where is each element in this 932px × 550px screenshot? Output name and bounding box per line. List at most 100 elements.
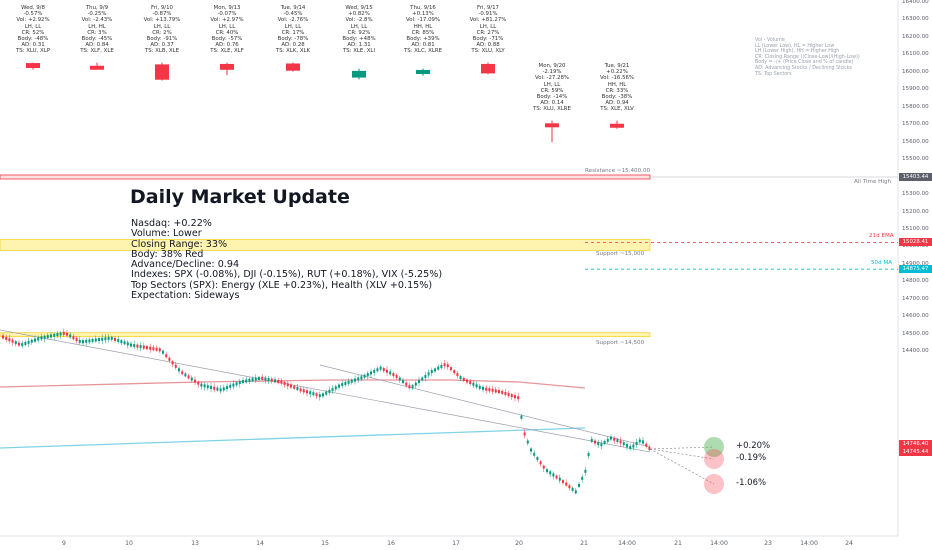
candle-body xyxy=(107,336,110,340)
candle-body xyxy=(286,383,289,387)
candle-body xyxy=(568,485,571,489)
candle-body xyxy=(600,443,603,447)
legend-line: LL (Lower Low), HL = Higher Low xyxy=(755,43,835,49)
candle-body xyxy=(536,457,539,461)
candle-body xyxy=(344,381,347,385)
candle-body xyxy=(306,390,308,394)
y-tick-label: 15200.00 xyxy=(902,208,929,215)
card-line: -0.87% xyxy=(152,11,172,18)
candle-body xyxy=(114,337,116,341)
candle-body xyxy=(402,380,404,384)
candle-body xyxy=(350,379,353,383)
candle-body xyxy=(619,440,622,444)
card-line: Vol: -27.28% xyxy=(534,75,570,82)
candle-body xyxy=(485,387,488,391)
candle-body xyxy=(229,384,232,388)
daily-candle-body xyxy=(220,63,234,70)
candle-body xyxy=(440,364,443,368)
x-tick-label: 17 xyxy=(452,540,460,547)
candle-body xyxy=(565,482,568,486)
x-tick-label: 14:00 xyxy=(710,540,728,547)
candle-body xyxy=(427,372,430,376)
card-line: CR: 59% xyxy=(540,87,564,94)
candle-body xyxy=(322,393,324,397)
candle-body xyxy=(341,383,344,387)
card-line: Mon, 9/20 xyxy=(538,63,566,69)
candle-body xyxy=(85,339,88,343)
candle-body xyxy=(466,379,468,383)
candle-body xyxy=(491,388,494,392)
card-line: LH, LL xyxy=(543,81,561,88)
expectation-marker xyxy=(704,437,724,457)
card-line: TS: XLB, XLE xyxy=(144,48,180,55)
candle-body xyxy=(472,382,475,386)
card-line: Wed, 9/8 xyxy=(21,5,45,11)
card-line: TS: XLF, XLE xyxy=(80,48,114,55)
candle-body xyxy=(62,331,65,335)
card-line: -0.25% xyxy=(87,11,107,18)
daily-candle-body xyxy=(286,63,300,71)
day-summary-card: Mon, 9/13 -0.07% Vol: +2.97% LH, LL CR: 40% B… xyxy=(196,5,258,55)
resistance-zone xyxy=(0,174,651,180)
candle-body xyxy=(456,373,459,377)
market-summary: Nasdaq: +0.22% Volume: Lower Closing Range… xyxy=(131,218,442,301)
candle-body xyxy=(360,376,363,380)
candle-body xyxy=(117,339,120,343)
candle-body xyxy=(629,446,632,450)
card-line: +0.22% xyxy=(606,69,628,76)
candle-body xyxy=(418,380,420,384)
y-tick-label: 14900.00 xyxy=(902,260,929,267)
card-line: Wed, 9/15 xyxy=(345,5,373,11)
card-line: HH, HL xyxy=(607,81,627,88)
daily-candle-body xyxy=(545,123,559,128)
candle-body xyxy=(78,339,81,343)
y-tick-label: 16300.00 xyxy=(902,16,929,23)
candle-body xyxy=(258,376,260,380)
candle-body xyxy=(478,385,481,389)
candle-body xyxy=(277,379,280,383)
candle-body xyxy=(328,389,331,393)
candle-body xyxy=(165,354,168,358)
card-line: LH, HL xyxy=(88,23,106,30)
card-line: Body: -14% xyxy=(536,94,568,101)
card-line: +0.13% xyxy=(412,11,434,18)
trendline-upper xyxy=(0,329,651,453)
day-summary-card: Thu, 9/16 +0.13% Vol: -17.09% HH, HL CR: 85%… xyxy=(392,5,454,55)
candle-body xyxy=(475,384,478,388)
candle-body xyxy=(414,382,417,386)
candle-body xyxy=(94,338,97,342)
card-line: LH, LL xyxy=(284,23,302,30)
card-line: Vol: -16.56% xyxy=(599,75,635,82)
candle-body xyxy=(389,371,392,375)
card-line: Body: -57% xyxy=(211,36,243,43)
candle-body xyxy=(363,374,366,378)
candle-body xyxy=(174,364,177,368)
candle-body xyxy=(443,363,446,367)
candle-body xyxy=(523,432,526,436)
candle-body xyxy=(133,344,136,348)
card-line: CR: 3% xyxy=(87,29,107,36)
candle-body xyxy=(325,391,328,395)
expectation-path xyxy=(649,448,715,460)
candle-body xyxy=(104,337,107,341)
legend-line: Body = -/+ (Price Close and % of candle) xyxy=(755,60,854,66)
ma-label: 50d MA xyxy=(871,260,893,267)
candle-body xyxy=(648,446,651,450)
expectation-label: -1.06% xyxy=(736,478,767,488)
candle-body xyxy=(69,334,72,338)
card-line: CR: 33% xyxy=(605,87,629,94)
candle-body xyxy=(562,480,564,484)
candle-body xyxy=(405,382,408,386)
candle-body xyxy=(280,380,283,384)
candle-body xyxy=(187,375,190,379)
candle-body xyxy=(264,377,267,381)
card-line: Body: +39% xyxy=(406,36,440,43)
candle-body xyxy=(520,415,523,419)
support-label-15000: Support ~15,000 xyxy=(596,251,645,258)
card-line: HH, HL xyxy=(413,23,433,30)
candle-body xyxy=(555,475,558,479)
candle-body xyxy=(66,332,68,336)
candle-body xyxy=(120,340,123,344)
expectation-label: +0.20% xyxy=(736,441,771,451)
